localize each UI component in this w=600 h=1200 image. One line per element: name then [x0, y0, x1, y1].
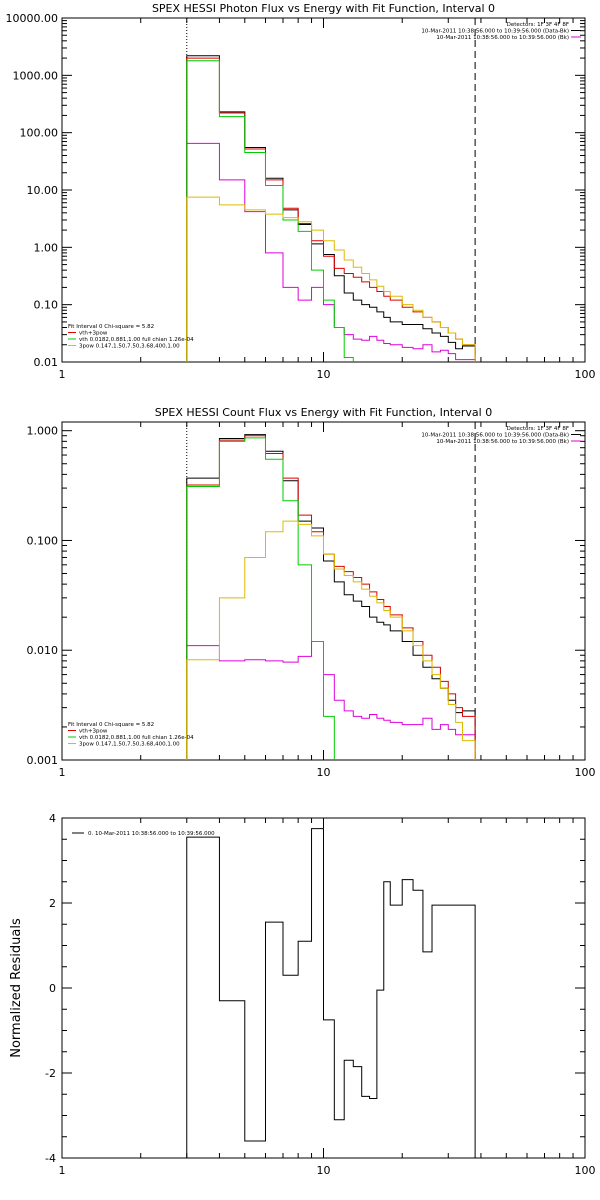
- x-tick-label: 100: [575, 766, 596, 779]
- x-tick-label: 10: [317, 1164, 331, 1177]
- header-text: 10-Mar-2011 10:38:56.000 to 10:39:56.000…: [421, 433, 569, 439]
- x-tick-label: 100: [575, 1164, 596, 1177]
- y-tick-label: 100.00: [20, 127, 59, 140]
- x-tick-label: 1: [59, 1164, 66, 1177]
- y-tick-label: 2: [49, 897, 56, 910]
- plot-area: [186, 422, 476, 760]
- header-text: 10-Mar-2011 10:38:56.000 to 10:39:56.000…: [436, 439, 569, 445]
- series-line: [186, 435, 476, 760]
- y-tick-label: 0.01: [34, 356, 59, 369]
- y-tick-label: 10000.00: [6, 12, 59, 25]
- series-line: [186, 520, 476, 760]
- series-line: [186, 196, 476, 362]
- series-line: [186, 434, 476, 760]
- x-tick-label: 100: [575, 368, 596, 381]
- legend-label: vth+3pow: [79, 729, 108, 735]
- y-tick-label: 10.00: [27, 184, 59, 197]
- header-text: 10-Mar-2011 10:38:56.000 to 10:39:56.000…: [436, 35, 569, 41]
- legend-label: vth 0.0182,0.881,1.00 full chian 1.26e-0…: [79, 735, 194, 741]
- legend-label: 3pow 0.147,1.50,7.50,3.68,400,1.00: [79, 742, 180, 748]
- series-line: [186, 828, 476, 1158]
- y-tick-label: 0: [49, 982, 56, 995]
- legend-label: 0. 10-Mar-2011 10:38:56.000 to 10:39:56.…: [88, 831, 215, 837]
- x-tick-label: 1: [59, 368, 66, 381]
- y-tick-label: 1.00: [34, 241, 59, 254]
- chart-title: SPEX HESSI Photon Flux vs Energy with Fi…: [152, 2, 495, 15]
- chart-panel-3: 1 10 100 -4 -2 0 2 4 Normalized Residuals 0. 10-M…: [9, 812, 596, 1177]
- plot-area: [186, 18, 476, 362]
- y-tick-label: 0.001: [27, 754, 59, 767]
- header-text: Detectors: 1F 3F 4F 8F: [507, 426, 569, 432]
- series-line: [186, 55, 476, 362]
- y-tick-label: 4: [49, 812, 56, 825]
- legend-label: vth+3pow: [79, 331, 108, 337]
- series-line: [186, 60, 354, 362]
- x-tick-label: 10: [317, 368, 331, 381]
- plot-area: [186, 828, 476, 1158]
- y-tick-label: 0.010: [27, 644, 59, 657]
- series-line: [186, 57, 476, 362]
- legend-label: vth 0.0182,0.881,1.00 full chian 1.26e-0…: [79, 337, 194, 343]
- y-tick-label: 1.000: [27, 425, 59, 438]
- series-line: [186, 641, 476, 760]
- chart-panel-1: SPEX HESSI Photon Flux vs Energy with Fi…: [6, 2, 596, 381]
- legend-label: 3pow 0.147,1.50,7.50,3.68,400,1.00: [79, 344, 180, 350]
- fit-info-text: Fit Interval 0 Chi-square = 5.82: [68, 324, 154, 330]
- y-tick-label: 0.10: [34, 299, 59, 312]
- y-tick-label: -4: [45, 1152, 56, 1165]
- plot-frame: [61, 17, 586, 363]
- series-line: [186, 437, 335, 760]
- y-axis-label: Normalized Residuals: [9, 918, 24, 1058]
- x-tick-label: 10: [317, 766, 331, 779]
- fit-info-text: Fit Interval 0 Chi-square = 5.82: [68, 722, 154, 728]
- x-tick-label: 1: [59, 766, 66, 779]
- chart-panel-2: SPEX HESSI Count Flux vs Energy with Fit…: [27, 406, 596, 779]
- y-tick-label: 0.100: [27, 534, 59, 547]
- y-tick-label: 1000.00: [13, 69, 59, 82]
- chart-title: SPEX HESSI Count Flux vs Energy with Fit…: [155, 406, 492, 419]
- series-line: [186, 142, 476, 362]
- y-tick-label: -2: [45, 1067, 56, 1080]
- header-text: 10-Mar-2011 10:38:56.000 to 10:39:56.000…: [421, 29, 569, 35]
- header-text: Detectors: 1F 3F 4F 8F: [507, 22, 569, 28]
